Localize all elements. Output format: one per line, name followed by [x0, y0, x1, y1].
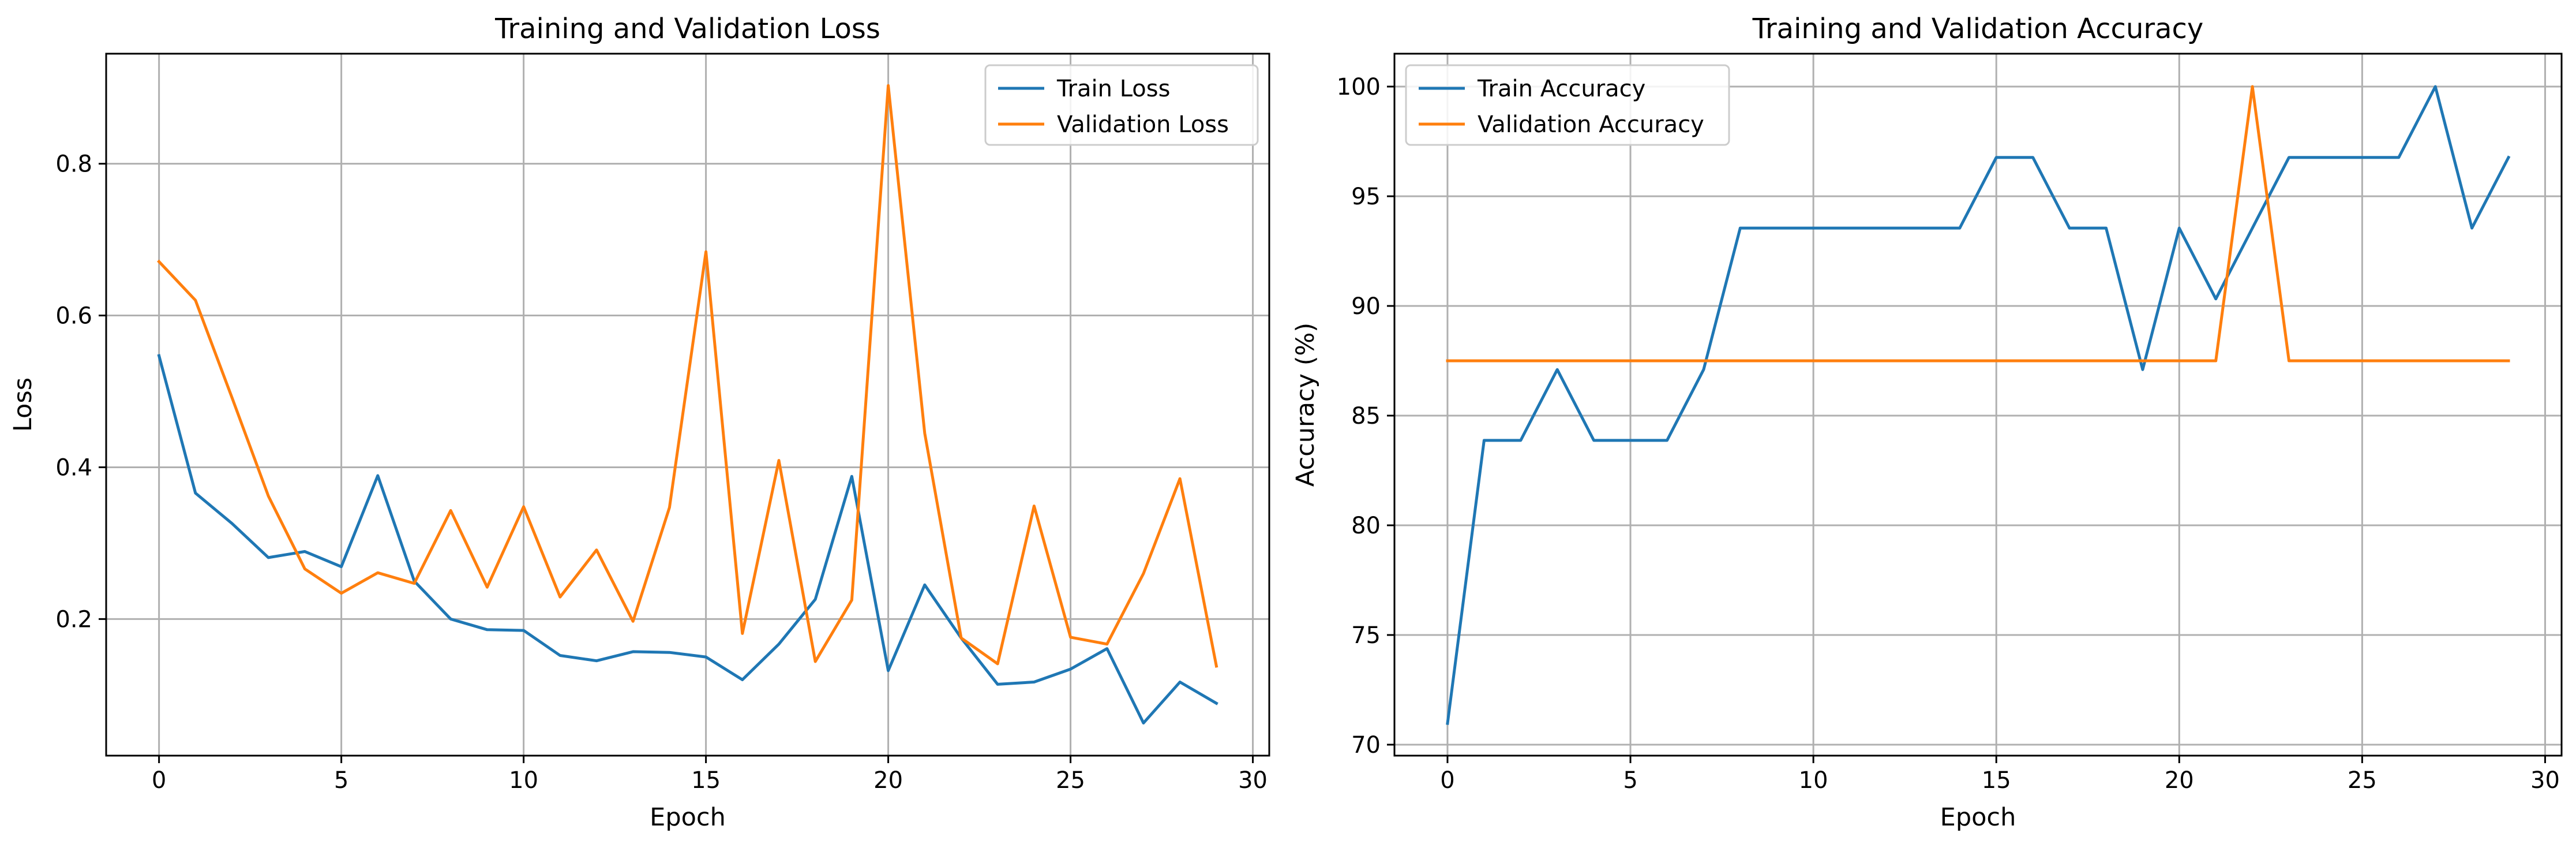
x-axis-label: Epoch: [650, 803, 726, 832]
chart-title: Training and Validation Loss: [494, 13, 880, 45]
legend-label: Train Loss: [1056, 76, 1170, 102]
x-tick-label: 20: [2165, 767, 2194, 794]
series-line-train-loss: [157, 354, 1218, 724]
accuracy-chart: 0 5 10 15 20 25 30 70 75 80 85 90 95 100 Training and …: [1291, 13, 2563, 832]
legend-label: Train Accuracy: [1477, 76, 1645, 102]
y-tick-label: 0.8: [55, 151, 92, 178]
y-axis-label: Loss: [9, 378, 38, 432]
x-tick-label: 10: [1799, 767, 1828, 794]
y-tick-label: 0.6: [55, 303, 92, 330]
x-tick-label: 5: [1623, 767, 1637, 794]
y-tick-label: 0.4: [55, 454, 92, 481]
series-line-train-accuracy: [1446, 85, 2511, 725]
loss-chart: 0 5 10 15 20 25 30 0.2 0.4 0.6 0.8 Training and Val…: [9, 13, 1270, 832]
y-tick-label: 75: [1351, 622, 1381, 649]
x-tick-label: 30: [2530, 767, 2560, 794]
legend-box: [984, 64, 1259, 146]
x-tick-label: 10: [509, 767, 538, 794]
x-tick-label: 25: [1056, 767, 1085, 794]
legend-label: Validation Accuracy: [1478, 111, 1704, 138]
series-line-validation-accuracy: [1446, 85, 2510, 363]
chart-title: Training and Validation Accuracy: [1752, 13, 2204, 45]
y-tick-label: 0.2: [55, 606, 92, 633]
y-axis-label: Accuracy (%): [1291, 323, 1320, 487]
x-tick-label: 25: [2348, 767, 2377, 794]
axes-frame: [105, 53, 1270, 757]
x-tick-label: 15: [1982, 767, 2011, 794]
legend-label: Validation Loss: [1057, 111, 1229, 138]
x-tick-label: 0: [152, 767, 166, 794]
y-tick-label: 90: [1351, 293, 1381, 320]
y-tick-label: 80: [1351, 513, 1381, 539]
x-axis-label: Epoch: [1940, 803, 2016, 832]
y-tick-label: 85: [1351, 403, 1381, 429]
x-tick-label: 0: [1440, 767, 1454, 794]
x-tick-label: 5: [334, 767, 348, 794]
y-tick-label: 95: [1351, 184, 1381, 210]
axes-frame: [1393, 53, 2563, 757]
x-tick-label: 15: [691, 767, 721, 794]
legend-box: [1405, 64, 1730, 146]
series-line-validation-loss: [157, 84, 1218, 668]
y-tick-label: 100: [1337, 74, 1381, 100]
x-tick-label: 30: [1238, 767, 1268, 794]
x-tick-label: 20: [873, 767, 903, 794]
y-tick-label: 70: [1351, 732, 1381, 759]
